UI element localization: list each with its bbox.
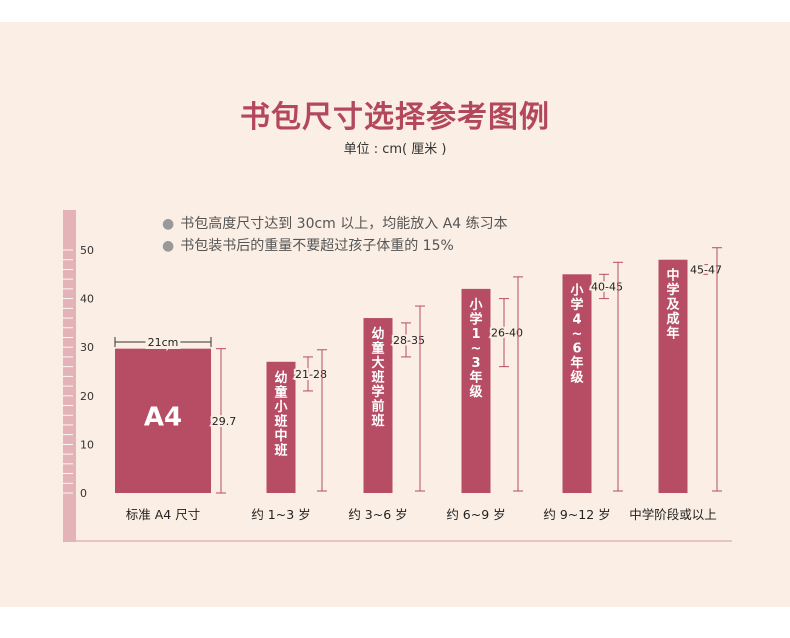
range-label: 45-47 — [690, 263, 722, 276]
bar-text: 幼童大班学前班 — [371, 326, 384, 429]
y-tick-label: 20 — [80, 390, 94, 403]
bullet-icon: ● — [162, 216, 175, 232]
y-tick-label: 0 — [80, 487, 87, 500]
bar-text: 中学及成年 — [666, 268, 680, 342]
bar — [115, 348, 211, 493]
bar — [461, 288, 491, 493]
width-label: 21cm — [148, 336, 179, 349]
y-tick-label: 40 — [80, 293, 94, 306]
note-item: ● 书包高度尺寸达到 30cm 以上，均能放入 A4 练习本 — [162, 213, 508, 235]
bar-text: A4 — [144, 403, 182, 433]
note-text: 书包装书后的重量不要超过孩子体重的 15% — [180, 238, 454, 254]
range-label: 21-28 — [295, 368, 327, 381]
category-label: 标准 A4 尺寸 — [126, 507, 200, 522]
bar — [266, 361, 296, 493]
y-tick-label: 30 — [80, 341, 94, 354]
bar-text: 小学 4 ~6 年级 — [570, 283, 584, 385]
category-label: 中学阶段或以上 — [629, 507, 717, 522]
note-text: 书包高度尺寸达到 30cm 以上，均能放入 A4 练习本 — [180, 216, 508, 232]
range-label: 29.7 — [212, 415, 237, 428]
category-label: 约 6~9 岁 — [446, 507, 505, 522]
y-tick-label: 10 — [80, 438, 94, 451]
page-title: 书包尺寸选择参考图例 — [240, 100, 550, 135]
background-panel — [0, 22, 790, 607]
bar — [562, 274, 592, 493]
range-label: 26-40 — [491, 327, 523, 340]
bullet-icon: ● — [162, 238, 175, 254]
category-label: 约 9~12 岁 — [543, 507, 610, 522]
bar-text: 小学 1 ~3 年级 — [469, 298, 483, 400]
notes-list: ● 书包高度尺寸达到 30cm 以上，均能放入 A4 练习本 ● 书包装书后的重量不… — [162, 213, 508, 257]
range-label: 28-35 — [393, 334, 425, 347]
y-tick-label: 50 — [80, 244, 94, 257]
category-label: 约 3~6 岁 — [348, 507, 407, 522]
bar — [658, 259, 688, 493]
range-label: 40-45 — [591, 280, 623, 293]
unit-subtitle: 单位 : cm( 厘米 ) — [343, 142, 447, 157]
bar — [363, 318, 393, 493]
category-label: 约 1~3 岁 — [251, 507, 310, 522]
bar-text: 幼童小班中班 — [274, 370, 287, 459]
note-item: ● 书包装书后的重量不要超过孩子体重的 15% — [162, 235, 508, 257]
